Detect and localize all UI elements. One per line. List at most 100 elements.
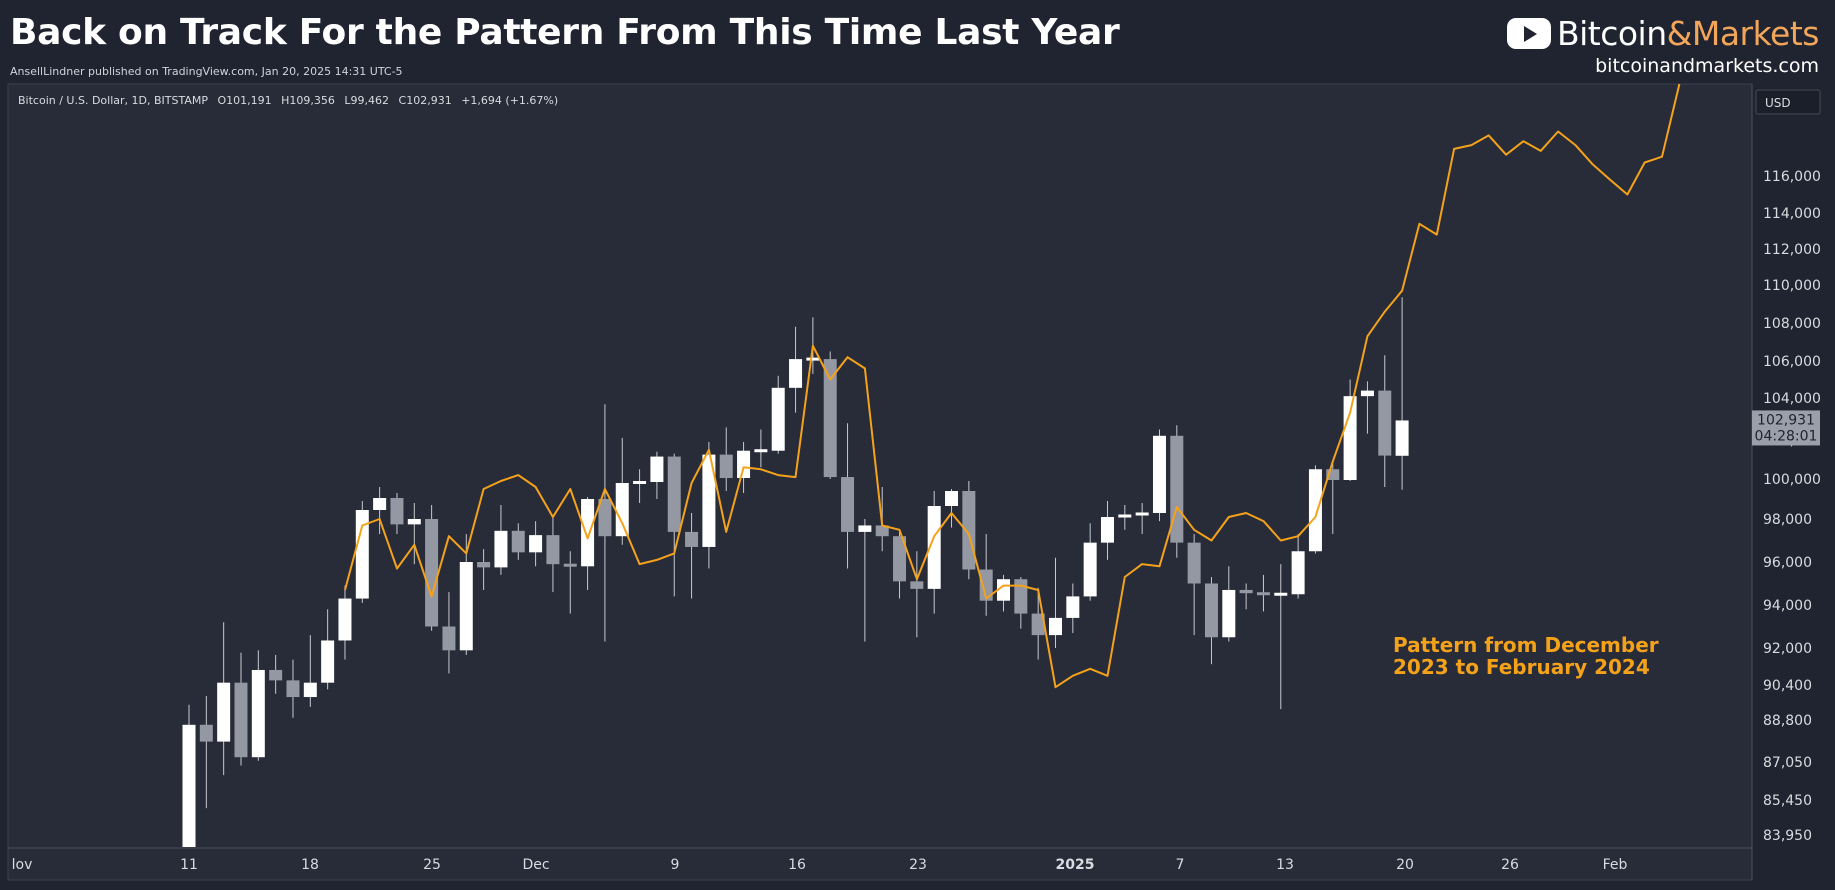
candle-body [737, 450, 751, 479]
candle [841, 423, 855, 569]
candle-body [477, 562, 491, 568]
candle-body [858, 525, 872, 532]
y-tick-label: 106,000 [1763, 354, 1821, 370]
brand-name: Bitcoin&Markets [1556, 14, 1820, 53]
candle-body [511, 530, 525, 553]
candle-body [1256, 592, 1270, 596]
candle-body [633, 481, 647, 484]
candle-body [234, 682, 248, 758]
candle [1343, 379, 1357, 481]
candle [407, 503, 421, 565]
candle [858, 519, 872, 642]
candle [1204, 577, 1218, 665]
candle [771, 375, 785, 454]
y-tick-label: 100,000 [1763, 472, 1821, 488]
candle [581, 497, 595, 590]
y-tick-label: 108,000 [1763, 316, 1821, 332]
y-tick-label: 114,000 [1763, 206, 1821, 222]
chart-legend: Bitcoin / U.S. Dollar, 1D, BITSTAMP O101… [18, 94, 558, 107]
y-tick-label: 104,000 [1763, 391, 1821, 407]
candle-body [390, 498, 404, 525]
candle-body [702, 454, 716, 547]
currency-box[interactable]: USD [1755, 89, 1821, 115]
candle [823, 351, 837, 479]
candle [199, 695, 213, 809]
candle-body [806, 357, 820, 361]
candle [754, 429, 768, 468]
candle-body [529, 535, 543, 553]
candle [1222, 566, 1236, 642]
candle-body [494, 530, 508, 568]
candle-body [754, 449, 768, 453]
x-tick-label: Feb [1603, 857, 1628, 873]
candle [511, 523, 525, 560]
last-price-value: 102,931 [1757, 412, 1815, 428]
y-tick-label: 112,000 [1763, 242, 1821, 258]
plot-area[interactable] [7, 83, 1753, 881]
y-tick-label: 96,000 [1763, 555, 1812, 571]
candle [598, 404, 612, 642]
y-tick-label: 85,450 [1763, 793, 1812, 809]
currency-label: USD [1765, 96, 1791, 110]
x-tick-label: 2025 [1056, 857, 1095, 873]
candle [1291, 534, 1305, 599]
candle [442, 592, 456, 674]
candle [667, 453, 681, 597]
candle-body [945, 491, 959, 506]
candle-body [373, 498, 387, 510]
candles [182, 297, 1409, 847]
candle [1100, 501, 1114, 560]
y-tick-label: 83,950 [1763, 828, 1812, 844]
candle [477, 549, 491, 590]
candle-body [598, 499, 612, 537]
candle [563, 551, 577, 614]
candle-body [823, 359, 837, 478]
x-tick-label: Dec [522, 857, 549, 873]
y-tick-label: 94,000 [1763, 598, 1812, 614]
candle [286, 659, 300, 718]
candle-body [459, 562, 473, 651]
candle-body [1135, 512, 1149, 516]
candle [1360, 381, 1374, 434]
candle [269, 654, 283, 694]
y-axis-ticks: 116,000 114,000 112,000 110,000 108,000 106,0… [1763, 169, 1821, 844]
candle-body [1222, 589, 1236, 638]
last-price-tag: 102,931 04:28:01 [1752, 410, 1820, 446]
candle [945, 489, 959, 528]
candle [927, 491, 941, 614]
candle [1031, 587, 1045, 660]
candle [997, 574, 1011, 612]
candle-body [1239, 589, 1253, 594]
candle-body [182, 724, 196, 847]
candle [546, 515, 560, 593]
candle-body [407, 519, 421, 525]
candle [529, 521, 543, 567]
x-tick-label: 7 [1176, 857, 1185, 873]
publisher-line: AnsellLindner published on TradingView.c… [10, 65, 403, 78]
candle [494, 505, 508, 575]
candle-body [615, 483, 629, 537]
candle [1187, 534, 1201, 636]
x-tick-label: 11 [180, 857, 198, 873]
candle [1308, 465, 1322, 554]
candle-body [719, 454, 733, 479]
candle-body [1100, 517, 1114, 543]
youtube-play-icon [1506, 18, 1551, 49]
candle-body [1066, 596, 1080, 618]
candle-body [1204, 583, 1218, 638]
candle-body [1326, 469, 1340, 480]
y-tick-label: 98,000 [1763, 512, 1812, 528]
candle-body [251, 669, 265, 758]
candle-body [303, 682, 317, 698]
candle-body [667, 456, 681, 532]
x-axis-ticks: lov 11 18 25 Dec 9 16 23 2025 7 13 20 26 Feb [12, 857, 1628, 873]
candle-body [581, 499, 595, 567]
x-tick-label: lov [12, 857, 33, 873]
candle-body [338, 598, 352, 641]
candle [1083, 523, 1097, 601]
candle-body [442, 626, 456, 651]
candle-body [1308, 469, 1322, 552]
annotation-line-2: 2023 to February 2024 [1393, 655, 1650, 679]
y-tick-label: 90,400 [1763, 678, 1812, 694]
